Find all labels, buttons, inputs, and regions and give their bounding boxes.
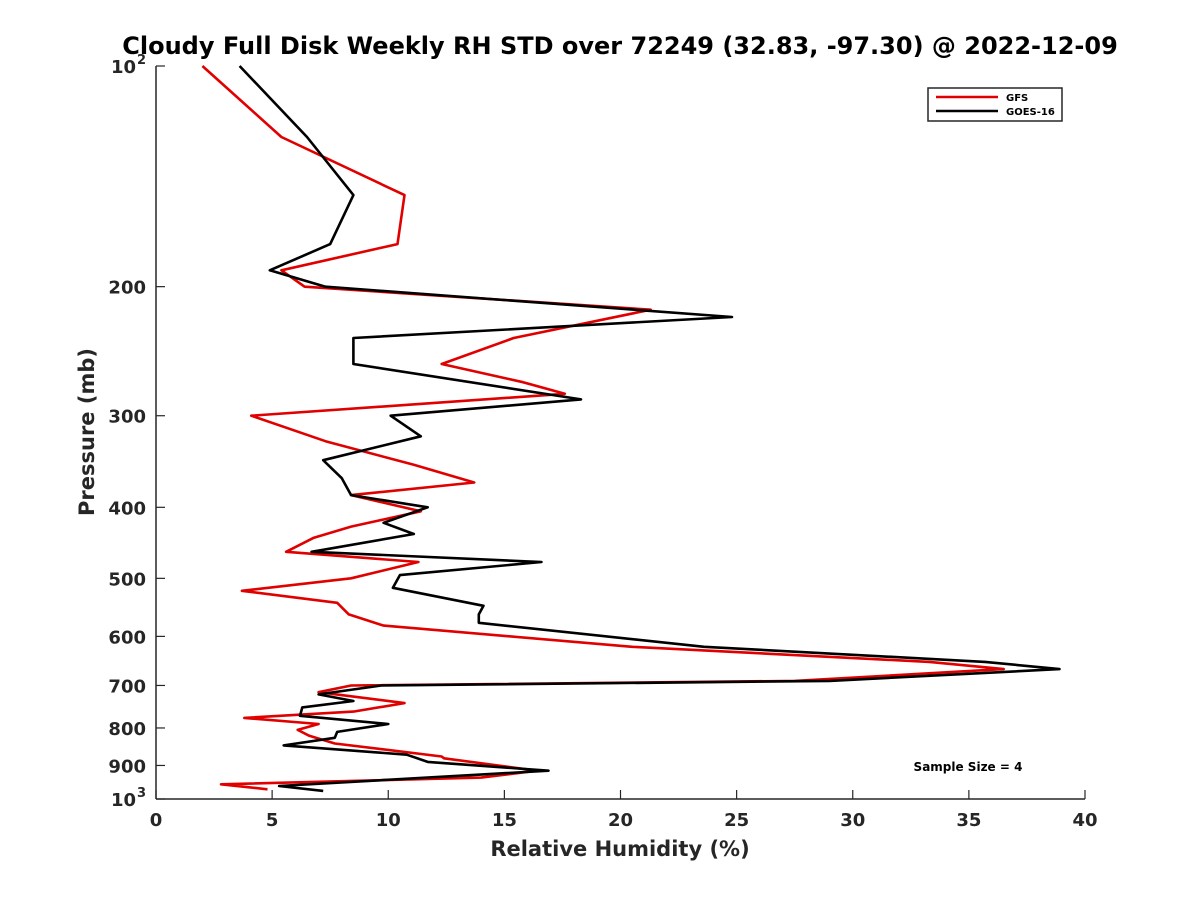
x-tick-label: 10 bbox=[376, 810, 401, 831]
y-tick-label: 10 bbox=[111, 790, 136, 811]
x-tick-label: 20 bbox=[608, 810, 633, 831]
y-tick-exponent: 2 bbox=[137, 53, 146, 68]
legend-label-goes-16: GOES-16 bbox=[1006, 107, 1055, 118]
y-tick-label: 800 bbox=[108, 719, 146, 740]
x-tick-label: 15 bbox=[492, 810, 517, 831]
series-line-goes-16 bbox=[238, 65, 1061, 793]
x-axis-label: Relative Humidity (%) bbox=[490, 837, 749, 861]
x-tick-label: 40 bbox=[1072, 810, 1097, 831]
y-tick-label: 10 bbox=[111, 57, 136, 78]
chart-title: Cloudy Full Disk Weekly RH STD over 7224… bbox=[122, 32, 1118, 60]
y-tick-label: 600 bbox=[108, 627, 146, 648]
legend-box bbox=[927, 87, 1063, 122]
y-tick-label: 900 bbox=[108, 756, 146, 777]
x-tick-label: 30 bbox=[840, 810, 865, 831]
legend-label-gfs: GFS bbox=[1006, 93, 1028, 104]
series-line-gfs bbox=[201, 65, 1006, 791]
sample-size-annotation: Sample Size = 4 bbox=[914, 760, 1023, 774]
y-tick-label: 200 bbox=[108, 278, 146, 299]
x-tick-label: 5 bbox=[266, 810, 279, 831]
x-tick-label: 25 bbox=[724, 810, 749, 831]
x-tick-label: 0 bbox=[150, 810, 163, 831]
x-tick-label: 35 bbox=[956, 810, 981, 831]
y-tick-label: 700 bbox=[108, 676, 146, 697]
legend: GFS GOES-16 bbox=[927, 87, 1063, 122]
y-axis-label: Pressure (mb) bbox=[75, 348, 99, 516]
y-tick-label: 300 bbox=[108, 407, 146, 428]
y-tick-exponent: 3 bbox=[137, 786, 146, 801]
y-tick-label: 500 bbox=[108, 569, 146, 590]
y-tick-label: 400 bbox=[108, 498, 146, 519]
